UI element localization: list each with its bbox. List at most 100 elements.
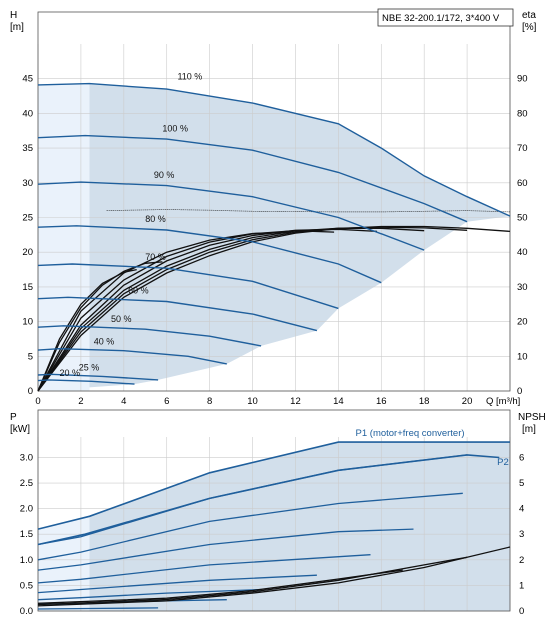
y-right-tick-label: 90 <box>517 74 528 85</box>
npsh-curve <box>37 556 468 606</box>
model-label: NBE 32-200.1/172, 3*400 V <box>382 13 500 24</box>
x-axis-label: Q [m³/h] <box>486 396 520 407</box>
y-tick-label: 10 <box>22 317 33 328</box>
x-tick-label: 20 <box>462 396 473 407</box>
speed-label: 80 % <box>145 214 166 224</box>
npsh-tick-label: 5 <box>519 478 524 489</box>
y-tick-label: 20 <box>22 247 33 258</box>
p-tick-label: 1.5 <box>20 529 33 540</box>
bottom-plot-frame <box>37 409 511 612</box>
npsh-tick-label: 1 <box>519 580 524 591</box>
head-curve <box>37 325 262 347</box>
head-curve <box>37 134 468 223</box>
top-low-flow-region <box>38 83 90 391</box>
p2-label: P2 <box>497 457 509 468</box>
x-tick-label: 10 <box>247 396 258 407</box>
x-tick-label: 2 <box>78 396 83 407</box>
y-right-tick-label: 60 <box>517 178 528 189</box>
x-tick-label: 4 <box>121 396 126 407</box>
y-right-tick-label: 70 <box>517 143 528 154</box>
speed-label: 25 % <box>79 362 100 372</box>
y-tick-label: 25 <box>22 213 33 224</box>
head-curve <box>37 347 227 365</box>
p-tick-label: 1.0 <box>20 555 33 566</box>
y-right-tick-label: 50 <box>517 213 528 224</box>
speed-label: 110 % <box>177 72 202 82</box>
npsh-tick-label: 6 <box>519 452 524 463</box>
efficiency-curve <box>37 228 378 392</box>
power-curve <box>37 607 159 610</box>
x-tick-label: 6 <box>164 396 169 407</box>
efficiency-curve <box>37 225 511 392</box>
x-tick-label: 12 <box>290 396 301 407</box>
p1-label: P1 (motor+freq converter) <box>356 428 465 439</box>
bottom-left-axis-title: P <box>10 412 17 423</box>
head-curve <box>37 296 318 332</box>
speed-label: 90 % <box>154 170 175 180</box>
efficiency-curve <box>37 226 468 392</box>
power-curve <box>37 574 317 594</box>
power-curve <box>37 528 414 571</box>
y-right-tick-label: 10 <box>517 351 528 362</box>
p1-curve <box>37 441 510 530</box>
x-tick-label: 0 <box>35 396 40 407</box>
y-tick-label: 0 <box>28 386 33 397</box>
y-tick-label: 45 <box>22 74 33 85</box>
x-tick-label: 14 <box>333 396 344 407</box>
head-efficiency-panel: 110 %100 %90 %80 %70 %60 %50 %40 %25 %20… <box>22 11 528 407</box>
head-curve <box>37 82 511 217</box>
p-tick-label: 0.5 <box>20 580 33 591</box>
npsh-tick-label: 3 <box>519 529 524 540</box>
y-tick-label: 40 <box>22 108 33 119</box>
p-tick-label: 2.5 <box>20 478 33 489</box>
bottom-left-axis-unit: [kW] <box>10 424 30 435</box>
top-plot-frame <box>37 11 511 392</box>
x-tick-label: 16 <box>376 396 387 407</box>
x-tick-label: 8 <box>207 396 212 407</box>
top-right-axis-unit: [%] <box>522 22 537 33</box>
speed-label: 20 % <box>59 368 80 378</box>
npsh-tick-label: 0 <box>519 606 524 617</box>
p-tick-label: 2.0 <box>20 504 33 515</box>
efficiency-curve <box>37 261 163 392</box>
y-tick-label: 35 <box>22 143 33 154</box>
speed-label: 60 % <box>128 285 149 295</box>
power-curve <box>37 492 463 561</box>
p2-curve <box>37 454 500 546</box>
npsh-curve <box>37 569 403 604</box>
y-right-tick-label: 20 <box>517 317 528 328</box>
top-left-axis-title: H <box>10 10 17 21</box>
bottom-operating-region <box>38 442 510 611</box>
head-curve <box>37 181 425 251</box>
power-curve <box>37 554 371 584</box>
npsh-tick-label: 4 <box>519 504 524 515</box>
y-tick-label: 15 <box>22 282 33 293</box>
bottom-low-flow-region <box>38 516 90 611</box>
efficiency-curve <box>37 268 137 392</box>
bottom-right-axis-title: NPSH <box>518 412 546 423</box>
head-curve <box>37 373 159 381</box>
bottom-right-axis-unit: [m] <box>522 424 536 435</box>
power-npsh-panel: P1 (motor+freq converter) P2 0.0 0.5 1.0 1.5 2… <box>20 409 524 617</box>
head-curve <box>37 263 339 310</box>
efficiency-curve <box>37 227 425 392</box>
p-tick-label: 0.0 <box>20 606 33 617</box>
npsh-tick-label: 2 <box>519 555 524 566</box>
y-right-tick-label: 40 <box>517 247 528 258</box>
y-right-tick-label: 0 <box>517 386 522 397</box>
y-tick-label: 30 <box>22 178 33 189</box>
speed-label: 50 % <box>111 314 132 324</box>
npsh-curve <box>37 546 511 607</box>
efficiency-curve <box>37 231 292 392</box>
efficiency-curve <box>37 230 335 392</box>
y-right-tick-label: 30 <box>517 282 528 293</box>
model-label-box <box>377 8 514 27</box>
speed-label: 70 % <box>145 252 166 262</box>
speed-label: 100 % <box>162 124 188 134</box>
head-curve <box>37 225 382 284</box>
x-tick-label: 18 <box>419 396 430 407</box>
top-left-axis-unit: [m] <box>10 22 24 33</box>
head-curve <box>37 379 135 385</box>
